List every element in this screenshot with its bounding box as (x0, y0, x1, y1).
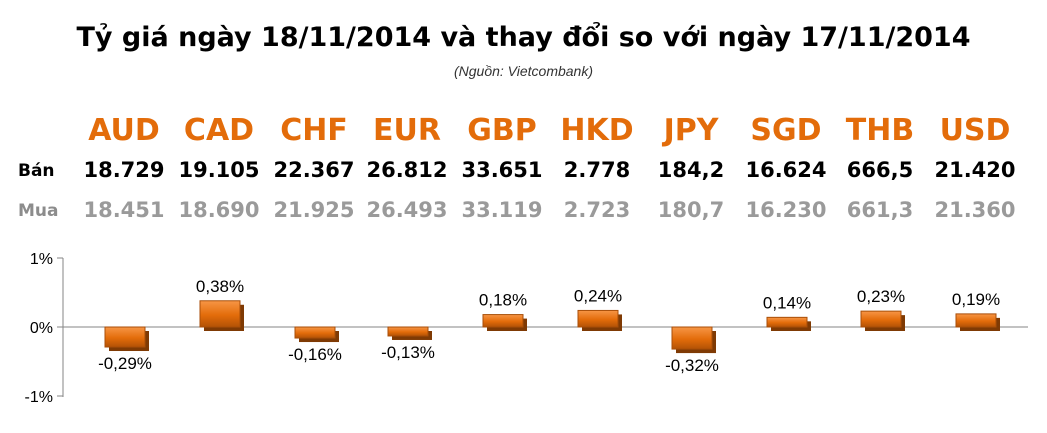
bar (199, 300, 241, 328)
data-label: 0,18% (479, 291, 527, 310)
bar (387, 326, 429, 337)
sell-rate: 666,5 (847, 158, 913, 182)
chart-title: Tỷ giá ngày 18/11/2014 và thay đổi so vớ… (76, 22, 971, 53)
data-label: -0,13% (381, 343, 435, 362)
sell-rate: 26.812 (366, 158, 447, 182)
buy-rate: 180,7 (658, 198, 724, 222)
buy-rate: 2.723 (564, 198, 630, 222)
buy-rate: 26.493 (366, 198, 447, 222)
buy-rate: 18.690 (178, 198, 259, 222)
bar-chf: -0,16% (288, 326, 342, 364)
data-label: 0,38% (196, 277, 244, 296)
sell-rate: 33.651 (461, 158, 542, 182)
currency-header: GBP (467, 113, 536, 148)
buy-rate: 16.230 (745, 198, 826, 222)
bar-hkd: 0,24% (574, 286, 622, 331)
bar-cad: 0,38% (196, 277, 244, 331)
bar (766, 316, 808, 328)
sell-rate: 22.367 (273, 158, 354, 182)
buy-rate: 661,3 (847, 198, 913, 222)
bar (955, 313, 997, 328)
bar (482, 314, 524, 328)
bar-sgd: 0,14% (763, 293, 811, 331)
currency-header: USD (940, 113, 1011, 148)
bar-thb: 0,23% (857, 287, 905, 331)
sell-rate: 16.624 (745, 158, 826, 182)
sell-rate: 18.729 (83, 158, 164, 182)
bar (294, 326, 336, 339)
sell-rate: 184,2 (658, 158, 724, 182)
sell-rate: 19.105 (178, 158, 259, 182)
bar-eur: -0,13% (381, 326, 435, 362)
buy-rate: 21.925 (273, 198, 354, 222)
bar (671, 326, 713, 350)
buy-rate: 21.360 (934, 198, 1015, 222)
currency-header: AUD (88, 113, 160, 148)
bar-aud: -0,29% (98, 326, 152, 373)
y-tick-label: -1% (25, 389, 53, 406)
currency-header: CHF (280, 113, 348, 148)
source-note: (Nguồn: Vietcombank) (453, 63, 594, 79)
currency-header: THB (846, 113, 914, 148)
y-tick-label: 0% (30, 320, 53, 337)
currency-header: HKD (560, 113, 633, 148)
data-label: 0,19% (952, 290, 1000, 309)
data-label: 0,24% (574, 286, 622, 305)
data-label: -0,16% (288, 345, 342, 364)
currency-header: JPY (662, 113, 720, 148)
bar (577, 309, 619, 328)
data-label: -0,32% (665, 356, 719, 375)
currency-header: SGD (750, 113, 821, 148)
bar-jpy: -0,32% (665, 326, 719, 375)
bar (860, 310, 902, 328)
bar-gbp: 0,18% (479, 291, 527, 331)
data-label: -0,29% (98, 354, 152, 373)
bar (104, 326, 146, 348)
data-label: 0,14% (763, 293, 811, 312)
y-tick-label: 1% (30, 251, 53, 268)
currency-header: CAD (184, 113, 254, 148)
sell-rate: 2.778 (564, 158, 630, 182)
currency-header: EUR (373, 113, 441, 148)
buy-row-label: Mua (18, 201, 59, 221)
buy-rate: 18.451 (83, 198, 164, 222)
buy-rate: 33.119 (461, 198, 542, 222)
sell-row-label: Bán (18, 161, 55, 181)
bar-usd: 0,19% (952, 290, 1000, 331)
data-label: 0,23% (857, 287, 905, 306)
sell-rate: 21.420 (934, 158, 1015, 182)
